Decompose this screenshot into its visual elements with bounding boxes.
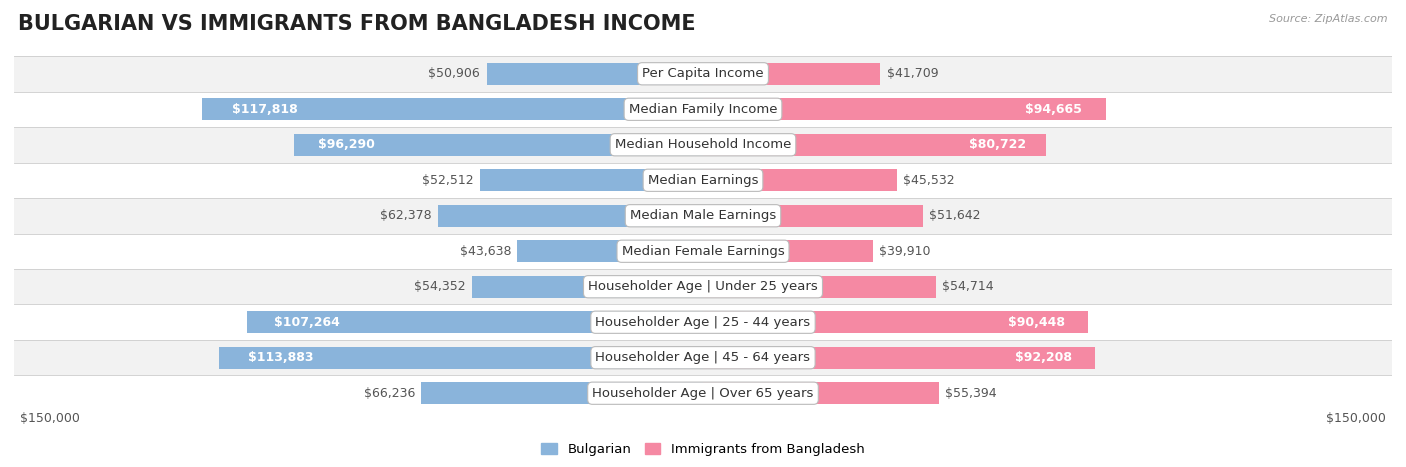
Text: Source: ZipAtlas.com: Source: ZipAtlas.com bbox=[1270, 14, 1388, 24]
Bar bbox=[703, 347, 1095, 369]
Bar bbox=[0, 92, 1406, 127]
Text: Per Capita Income: Per Capita Income bbox=[643, 67, 763, 80]
Bar bbox=[517, 240, 703, 262]
Text: Householder Age | 45 - 64 years: Householder Age | 45 - 64 years bbox=[596, 351, 810, 364]
Bar bbox=[0, 304, 1406, 340]
Text: $43,638: $43,638 bbox=[460, 245, 510, 258]
Legend: Bulgarian, Immigrants from Bangladesh: Bulgarian, Immigrants from Bangladesh bbox=[536, 438, 870, 461]
Bar bbox=[472, 276, 703, 298]
Text: BULGARIAN VS IMMIGRANTS FROM BANGLADESH INCOME: BULGARIAN VS IMMIGRANTS FROM BANGLADESH … bbox=[18, 14, 696, 34]
Text: $80,722: $80,722 bbox=[969, 138, 1026, 151]
Text: $107,264: $107,264 bbox=[274, 316, 340, 329]
Bar bbox=[422, 382, 703, 404]
Text: $52,512: $52,512 bbox=[422, 174, 474, 187]
Bar bbox=[703, 98, 1105, 120]
Text: Householder Age | 25 - 44 years: Householder Age | 25 - 44 years bbox=[595, 316, 811, 329]
Text: Median Earnings: Median Earnings bbox=[648, 174, 758, 187]
Bar bbox=[486, 63, 703, 85]
Bar bbox=[0, 56, 1406, 92]
Bar bbox=[219, 347, 703, 369]
Bar bbox=[0, 163, 1406, 198]
Text: $150,000: $150,000 bbox=[1326, 412, 1385, 425]
Bar bbox=[247, 311, 703, 333]
Bar bbox=[703, 63, 880, 85]
Bar bbox=[0, 375, 1406, 411]
Bar bbox=[0, 234, 1406, 269]
Text: $96,290: $96,290 bbox=[318, 138, 375, 151]
Text: $55,394: $55,394 bbox=[945, 387, 997, 400]
Text: Median Female Earnings: Median Female Earnings bbox=[621, 245, 785, 258]
Text: $41,709: $41,709 bbox=[887, 67, 938, 80]
Text: $94,665: $94,665 bbox=[1025, 103, 1081, 116]
Text: $113,883: $113,883 bbox=[247, 351, 314, 364]
Bar bbox=[703, 134, 1046, 156]
Text: $51,642: $51,642 bbox=[929, 209, 980, 222]
Text: $54,714: $54,714 bbox=[942, 280, 994, 293]
Bar bbox=[703, 169, 897, 191]
Bar bbox=[703, 382, 939, 404]
Text: $54,352: $54,352 bbox=[413, 280, 465, 293]
Text: Median Male Earnings: Median Male Earnings bbox=[630, 209, 776, 222]
Bar bbox=[0, 198, 1406, 234]
Bar bbox=[703, 311, 1088, 333]
Text: $50,906: $50,906 bbox=[429, 67, 479, 80]
Bar bbox=[202, 98, 703, 120]
Bar bbox=[0, 127, 1406, 163]
Text: $90,448: $90,448 bbox=[1008, 316, 1064, 329]
Text: $92,208: $92,208 bbox=[1015, 351, 1071, 364]
Bar bbox=[0, 269, 1406, 304]
Bar bbox=[703, 276, 935, 298]
Text: $39,910: $39,910 bbox=[879, 245, 931, 258]
Text: $66,236: $66,236 bbox=[364, 387, 415, 400]
Text: $117,818: $117,818 bbox=[232, 103, 298, 116]
Bar bbox=[294, 134, 703, 156]
Text: Median Household Income: Median Household Income bbox=[614, 138, 792, 151]
Bar bbox=[479, 169, 703, 191]
Bar bbox=[703, 205, 922, 227]
Text: Householder Age | Under 25 years: Householder Age | Under 25 years bbox=[588, 280, 818, 293]
Bar bbox=[703, 240, 873, 262]
Text: Median Family Income: Median Family Income bbox=[628, 103, 778, 116]
Text: Householder Age | Over 65 years: Householder Age | Over 65 years bbox=[592, 387, 814, 400]
Bar bbox=[0, 340, 1406, 375]
Bar bbox=[437, 205, 703, 227]
Text: $62,378: $62,378 bbox=[380, 209, 432, 222]
Text: $45,532: $45,532 bbox=[903, 174, 955, 187]
Text: $150,000: $150,000 bbox=[21, 412, 80, 425]
